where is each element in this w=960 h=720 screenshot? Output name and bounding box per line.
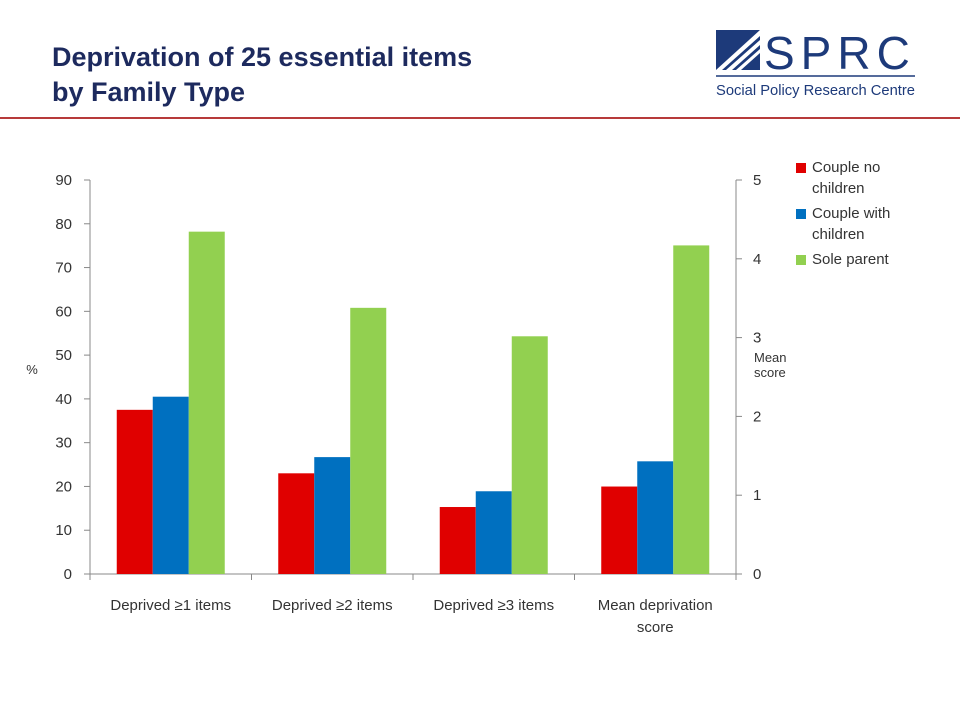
bar [314, 457, 351, 574]
sprc-logo: SPRC Social Policy Research Centre [716, 27, 916, 99]
bar [511, 336, 548, 574]
sprc-logo-mark [716, 30, 760, 70]
logo-acronym: SPRC [764, 27, 916, 79]
left-axis-label: % [26, 362, 38, 377]
right-axis-label-line: score [754, 365, 786, 380]
left-tick-label: 0 [64, 566, 72, 583]
bar [116, 409, 153, 574]
category-label: Deprived ≥3 items [433, 597, 554, 614]
category-labels: Deprived ≥1 items Deprived ≥2 items Depriv… [110, 597, 712, 636]
right-tick-label: 1 [753, 487, 761, 504]
legend-label-line: children [812, 226, 865, 243]
header-divider [0, 117, 960, 119]
slide-title-line-2: by Family Type [52, 77, 246, 107]
left-tick-label: 10 [55, 522, 72, 539]
left-tick-label: 30 [55, 435, 72, 452]
legend-swatch [796, 163, 806, 173]
category-label-line: Deprived ≥3 items [433, 597, 554, 614]
bar [439, 507, 476, 574]
legend-swatch [796, 209, 806, 219]
category-label-line: Deprived ≥2 items [272, 597, 393, 614]
legend-item: Couple with children [796, 205, 890, 243]
legend-label-line: Couple with [812, 205, 890, 222]
bar [673, 245, 710, 574]
legend-label-line: children [812, 180, 865, 197]
right-tick-label: 4 [753, 251, 761, 268]
right-axis: 0 1 2 3 4 5 Mean score [735, 172, 787, 583]
right-axis-label-line: Mean [754, 350, 787, 365]
left-tick-label: 90 [55, 172, 72, 189]
bar [188, 231, 225, 574]
category-label: Mean deprivation score [598, 597, 713, 636]
left-tick-label: 20 [55, 478, 72, 495]
right-tick-label: 2 [753, 408, 761, 425]
bars [89, 231, 737, 580]
bar [350, 307, 387, 574]
legend-label-line: Sole parent [812, 251, 890, 268]
category-label-line: Mean deprivation [598, 597, 713, 614]
right-tick-label: 0 [753, 566, 761, 583]
category-label-line: score [637, 619, 674, 636]
bar [152, 396, 189, 574]
category-label: Deprived ≥1 items [110, 597, 231, 614]
bar [601, 486, 638, 574]
legend-swatch [796, 255, 806, 265]
legend-item: Sole parent [796, 251, 890, 268]
logo-name: Social Policy Research Centre [716, 82, 915, 99]
slide-title: Deprivation of 25 essential items by Fam… [52, 40, 472, 110]
legend-label: Couple no children [812, 159, 880, 197]
bar [475, 491, 512, 574]
right-tick-label: 3 [753, 330, 761, 347]
category-label-line: Deprived ≥1 items [110, 597, 231, 614]
right-axis-label: Mean score [754, 350, 787, 380]
left-tick-label: 50 [55, 347, 72, 364]
legend: Couple no children Couple with children Sole… [796, 159, 890, 268]
right-tick-label: 5 [753, 172, 761, 189]
left-axis: 0 10 20 30 40 50 60 70 80 90% [26, 172, 91, 583]
left-tick-label: 80 [55, 216, 72, 233]
left-tick-label: 70 [55, 260, 72, 277]
legend-label: Sole parent [812, 251, 890, 268]
left-tick-label: 40 [55, 391, 72, 408]
left-tick-label: 60 [55, 303, 72, 320]
legend-label-line: Couple no [812, 159, 880, 176]
legend-item: Couple no children [796, 159, 880, 197]
legend-label: Couple with children [812, 205, 890, 243]
slide-title-line-1: Deprivation of 25 essential items [52, 42, 473, 72]
bar [278, 473, 315, 574]
bar [637, 461, 674, 574]
category-label: Deprived ≥2 items [272, 597, 393, 614]
